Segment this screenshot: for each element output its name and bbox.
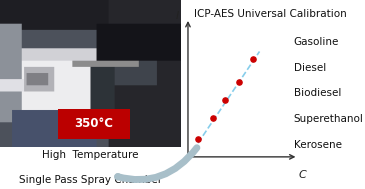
Text: Gasoline: Gasoline	[294, 37, 339, 47]
Text: High  Temperature: High Temperature	[42, 150, 139, 160]
Text: Kerosene: Kerosene	[294, 140, 342, 150]
Text: Biodiesel: Biodiesel	[294, 88, 341, 98]
Bar	[58, 109, 130, 139]
FancyArrowPatch shape	[118, 148, 197, 180]
Text: 350°C: 350°C	[74, 117, 114, 130]
Text: C: C	[299, 170, 306, 180]
Text: ICP-AES Universal Calibration: ICP-AES Universal Calibration	[194, 9, 346, 19]
Point	[210, 117, 215, 120]
Point	[222, 99, 228, 102]
Point	[236, 81, 242, 84]
Text: I: I	[176, 11, 179, 21]
Point	[195, 137, 201, 140]
Text: Diesel: Diesel	[294, 63, 326, 73]
Text: Single Pass Spray Chamber: Single Pass Spray Chamber	[19, 175, 162, 185]
Text: Superethanol: Superethanol	[294, 114, 364, 124]
Point	[250, 58, 256, 61]
